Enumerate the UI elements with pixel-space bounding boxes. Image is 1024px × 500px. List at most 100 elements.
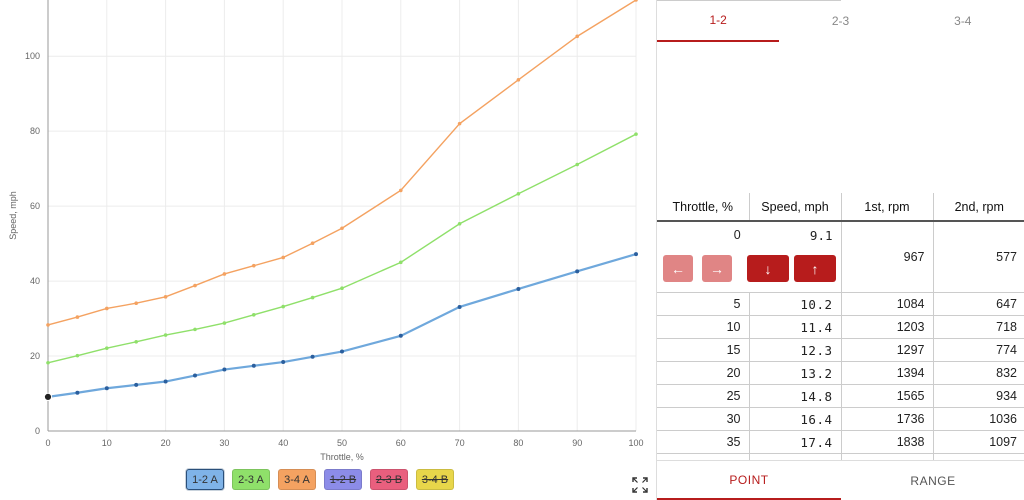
data-point[interactable] bbox=[457, 221, 462, 226]
speed-up-button[interactable]: ↑ bbox=[794, 255, 836, 282]
cell-throttle: 5 bbox=[657, 292, 749, 316]
editor-throttle-value[interactable]: 0 bbox=[733, 228, 741, 242]
data-point[interactable] bbox=[634, 252, 638, 257]
side-panel: 1-2 2-3 3-4 Throttle, % Speed, mph 1st, … bbox=[656, 0, 1024, 500]
data-point[interactable] bbox=[134, 301, 138, 305]
table-row[interactable]: 5 10.2 1084 647 bbox=[657, 292, 1024, 316]
header-rpm-2nd: 2nd, rpm bbox=[932, 193, 1024, 222]
data-point[interactable] bbox=[193, 283, 197, 288]
data-point[interactable] bbox=[193, 327, 197, 332]
table-row[interactable]: 35 17.4 1838 1097 bbox=[657, 430, 1024, 454]
editor-speed-value[interactable]: 9.1 bbox=[809, 228, 833, 243]
data-point[interactable] bbox=[516, 191, 521, 196]
x-tick-label: 90 bbox=[572, 438, 582, 448]
cell-throttle: 10 bbox=[657, 315, 749, 339]
legend-item[interactable]: 2-3 B bbox=[370, 469, 408, 490]
series-line[interactable] bbox=[47, 253, 637, 398]
data-point[interactable] bbox=[634, 0, 638, 2]
data-point[interactable] bbox=[75, 315, 80, 319]
data-point[interactable] bbox=[310, 354, 315, 359]
data-point[interactable] bbox=[163, 295, 168, 299]
data-point[interactable] bbox=[222, 367, 227, 372]
cell-speed: 14.8 bbox=[748, 384, 841, 408]
data-point[interactable] bbox=[457, 121, 462, 126]
tab-divider bbox=[657, 0, 841, 1]
data-point[interactable] bbox=[75, 390, 80, 395]
tab-range[interactable]: RANGE bbox=[910, 473, 956, 488]
prev-point-button[interactable]: ← bbox=[663, 255, 693, 282]
legend-item[interactable]: 1-2 A bbox=[186, 469, 224, 490]
data-point[interactable] bbox=[399, 260, 403, 265]
data-point[interactable] bbox=[457, 304, 462, 309]
data-point[interactable] bbox=[398, 333, 403, 338]
x-tick-label: 60 bbox=[396, 438, 406, 448]
data-point[interactable] bbox=[340, 286, 344, 291]
gear-tabs: 1-2 2-3 3-4 bbox=[657, 0, 1024, 42]
legend-item[interactable]: 3-4 A bbox=[278, 469, 316, 490]
data-point[interactable] bbox=[252, 263, 256, 268]
data-point[interactable] bbox=[222, 272, 227, 276]
data-point[interactable] bbox=[340, 226, 344, 231]
data-point[interactable] bbox=[516, 78, 521, 82]
data-point[interactable] bbox=[193, 373, 197, 378]
next-point-button[interactable]: → bbox=[702, 255, 732, 282]
y-tick-label: 60 bbox=[30, 201, 40, 211]
data-point[interactable] bbox=[46, 323, 50, 327]
data-point[interactable] bbox=[281, 360, 286, 365]
header-rpm-1st: 1st, rpm bbox=[840, 193, 933, 222]
data-point[interactable] bbox=[634, 132, 638, 136]
tab-3-4[interactable]: 3-4 bbox=[954, 14, 972, 28]
data-point[interactable] bbox=[75, 353, 80, 358]
speed-chart[interactable]: 0 10 20 30 40 50 60 70 80 90 100 0 20 40 60 80 100 Thrott… bbox=[0, 0, 656, 500]
tab-2-3[interactable]: 2-3 bbox=[831, 14, 850, 28]
legend-item[interactable]: 1-2 B bbox=[324, 469, 362, 490]
editor-rpm-2nd: 577 bbox=[932, 221, 1024, 293]
data-point[interactable] bbox=[399, 188, 403, 193]
data-point[interactable] bbox=[281, 304, 286, 309]
cell-rpm-1st: 1565 bbox=[840, 384, 933, 408]
data-point[interactable] bbox=[575, 162, 579, 167]
data-point[interactable] bbox=[163, 379, 168, 384]
cell-rpm-1st: 1838 bbox=[840, 430, 933, 454]
table-row[interactable]: 25 14.8 1565 934 bbox=[657, 384, 1024, 408]
data-point[interactable] bbox=[575, 269, 580, 274]
data-point[interactable] bbox=[105, 306, 109, 311]
data-point[interactable] bbox=[134, 340, 138, 344]
cell-rpm-2nd: 832 bbox=[932, 361, 1024, 385]
legend-item[interactable]: 2-3 A bbox=[232, 469, 270, 490]
table-row[interactable]: 4018.319401158 bbox=[657, 453, 1024, 460]
data-point[interactable] bbox=[575, 34, 579, 39]
data-point[interactable] bbox=[104, 386, 109, 391]
series-line[interactable] bbox=[47, 0, 637, 326]
data-point[interactable] bbox=[251, 363, 256, 368]
data-point[interactable] bbox=[134, 382, 139, 387]
table-row[interactable]: 30 16.4 1736 1036 bbox=[657, 407, 1024, 431]
x-tick-label: 70 bbox=[455, 438, 465, 448]
data-point[interactable] bbox=[252, 313, 256, 317]
cell-rpm-2nd: 774 bbox=[932, 338, 1024, 362]
table-row[interactable]: 10 11.4 1203 718 bbox=[657, 315, 1024, 339]
data-point[interactable] bbox=[516, 286, 521, 291]
legend-item[interactable]: 3-4 B bbox=[416, 469, 454, 490]
data-point[interactable] bbox=[163, 333, 168, 337]
data-point[interactable] bbox=[105, 346, 109, 350]
data-point[interactable] bbox=[310, 241, 315, 246]
selected-point-marker[interactable] bbox=[43, 392, 53, 401]
data-table: Throttle, % Speed, mph 1st, rpm 2nd, rpm… bbox=[657, 193, 1024, 460]
data-point[interactable] bbox=[46, 360, 50, 365]
speed-down-button[interactable]: ↓ bbox=[747, 255, 789, 282]
data-point[interactable] bbox=[340, 349, 344, 354]
series-line[interactable] bbox=[47, 133, 637, 364]
table-row[interactable]: 20 13.2 1394 832 bbox=[657, 361, 1024, 385]
table-row[interactable]: 15 12.3 1297 774 bbox=[657, 338, 1024, 362]
cell-rpm-1st: 1736 bbox=[840, 407, 933, 431]
fullscreen-icon[interactable] bbox=[632, 477, 648, 493]
tab-1-2[interactable]: 1-2 bbox=[657, 0, 780, 42]
data-table-wrap[interactable]: Throttle, % Speed, mph 1st, rpm 2nd, rpm… bbox=[657, 193, 1024, 460]
data-point[interactable] bbox=[310, 295, 315, 300]
chart-legend: 1-2 A 2-3 A 3-4 A 1-2 B 2-3 B 3-4 B bbox=[0, 469, 640, 490]
data-point[interactable] bbox=[222, 321, 227, 325]
tab-point[interactable]: POINT bbox=[657, 461, 841, 500]
y-tick-label: 20 bbox=[30, 351, 40, 361]
data-point[interactable] bbox=[281, 255, 286, 260]
